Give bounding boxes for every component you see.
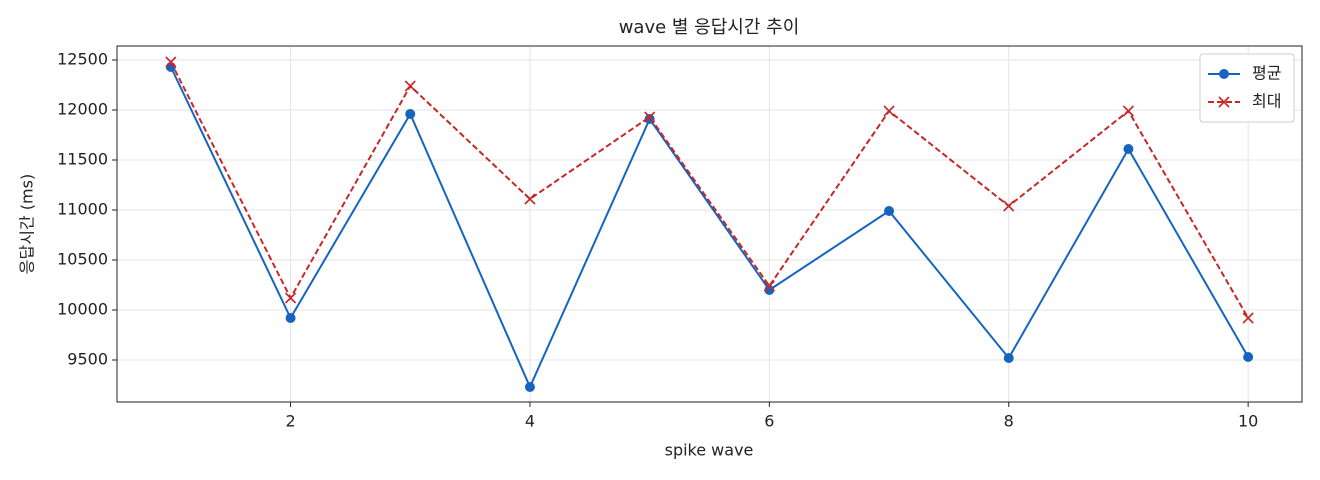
x-axis-label: spike wave (665, 441, 754, 460)
marker (883, 105, 895, 117)
x-tick-label: 6 (764, 412, 774, 431)
marker (284, 292, 297, 304)
marker-stroke (763, 280, 775, 292)
marker (1218, 96, 1230, 108)
marker-stroke (1003, 200, 1015, 212)
marker-stroke (1218, 96, 1230, 108)
marker (404, 80, 416, 92)
legend-label: 최대 (1252, 92, 1281, 111)
marker (1123, 144, 1134, 154)
x-tick-label: 8 (1004, 412, 1014, 431)
y-tick-label: 10500 (57, 250, 108, 269)
marker-stroke (1242, 312, 1254, 324)
marker (524, 193, 536, 205)
y-axis-label: 응답시간 (ms) (18, 174, 37, 274)
series-line (169, 61, 1250, 319)
marker (524, 382, 535, 392)
marker (884, 206, 895, 216)
marker-stroke (1122, 105, 1135, 117)
legend-label: 평균 (1252, 64, 1281, 83)
y-tick-label: 12000 (57, 100, 108, 119)
marker (165, 56, 177, 68)
x-tick-label: 4 (525, 412, 535, 431)
y-tick-label: 10000 (57, 300, 108, 319)
plot-frame (116, 45, 1303, 403)
marker (763, 280, 775, 292)
y-tick-label: 9500 (67, 350, 108, 369)
marker (1243, 352, 1254, 362)
marker-stroke (284, 292, 297, 304)
marker-stroke (165, 56, 177, 68)
marker (644, 111, 656, 123)
y-tick-label: 11500 (57, 150, 108, 169)
marker (1219, 69, 1229, 79)
marker (1003, 200, 1015, 212)
x-tick-label: 2 (285, 412, 295, 431)
marker (285, 313, 296, 323)
marker-stroke (644, 111, 656, 123)
chart-title: wave 별 응답시간 추이 (619, 17, 800, 38)
x-tick-label: 10 (1238, 412, 1258, 431)
marker (1242, 312, 1254, 324)
marker-stroke (883, 105, 895, 117)
marker (1122, 105, 1135, 117)
marker (1003, 353, 1014, 363)
marker-stroke (524, 193, 536, 205)
y-tick-label: 12500 (57, 50, 108, 69)
marker-stroke (404, 80, 416, 92)
y-tick-label: 11000 (57, 200, 108, 219)
series-line (169, 66, 1250, 390)
marker (405, 109, 416, 119)
